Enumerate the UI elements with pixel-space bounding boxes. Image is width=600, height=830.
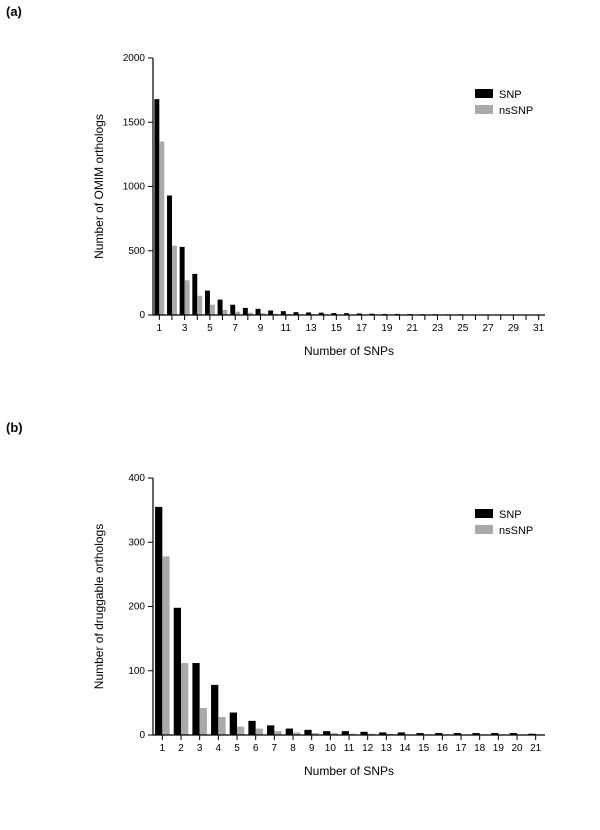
bar-nssnp	[223, 310, 228, 315]
bar-snp	[230, 305, 235, 315]
x-tick-label: 6	[253, 743, 259, 754]
panel-a-chart: 0500100015002000135791113151719212325272…	[85, 40, 555, 370]
bar-nssnp	[197, 296, 202, 315]
y-tick-label: 2000	[123, 53, 146, 64]
legend-label: nsSNP	[499, 105, 533, 117]
x-tick-label: 5	[207, 323, 213, 334]
bar-nssnp	[162, 556, 169, 735]
x-tick-label: 9	[258, 323, 264, 334]
x-tick-label: 5	[234, 743, 240, 754]
y-tick-label: 1000	[123, 182, 146, 193]
x-tick-label: 31	[533, 323, 545, 334]
x-tick-label: 17	[455, 743, 467, 754]
y-tick-label: 400	[128, 473, 145, 484]
bar-snp	[230, 713, 237, 735]
x-tick-label: 12	[362, 743, 374, 754]
x-tick-label: 3	[182, 323, 188, 334]
x-tick-label: 7	[232, 323, 238, 334]
y-tick-label: 300	[128, 537, 145, 548]
legend-label: nsSNP	[499, 525, 533, 537]
legend-label: SNP	[499, 89, 522, 101]
x-tick-label: 15	[418, 743, 430, 754]
x-tick-label: 10	[325, 743, 337, 754]
bar-nssnp	[159, 142, 164, 315]
bar-snp	[180, 247, 185, 315]
bar-nssnp	[218, 717, 225, 735]
bar-nssnp	[210, 305, 215, 315]
legend-swatch	[475, 105, 493, 114]
y-tick-label: 0	[139, 730, 145, 741]
x-tick-label: 29	[508, 323, 520, 334]
x-tick-label: 27	[483, 323, 495, 334]
bar-snp	[211, 685, 218, 735]
x-axis-label: Number of SNPs	[304, 344, 394, 358]
x-tick-label: 1	[160, 743, 166, 754]
x-tick-label: 11	[281, 323, 292, 334]
bar-snp	[243, 308, 248, 315]
x-tick-label: 25	[457, 323, 469, 334]
y-axis-label: Number of druggable orthologs	[92, 524, 106, 689]
x-tick-label: 13	[306, 323, 318, 334]
bar-snp	[248, 721, 255, 735]
x-tick-label: 3	[197, 743, 203, 754]
x-tick-label: 20	[511, 743, 523, 754]
legend-swatch	[475, 525, 493, 534]
legend-swatch	[475, 509, 493, 518]
bar-nssnp	[172, 246, 177, 315]
panel-a-label: (a)	[6, 4, 22, 19]
bar-nssnp	[200, 708, 207, 735]
bar-snp	[154, 99, 159, 315]
panel-b-chart: 0100200300400123456789101112131415161718…	[85, 460, 555, 790]
x-tick-label: 21	[530, 743, 542, 754]
x-tick-label: 16	[437, 743, 449, 754]
x-tick-label: 1	[157, 323, 163, 334]
x-tick-label: 14	[399, 743, 411, 754]
x-tick-label: 23	[432, 323, 444, 334]
x-tick-label: 21	[407, 323, 419, 334]
bar-snp	[174, 608, 181, 735]
bar-nssnp	[256, 729, 263, 735]
bar-snp	[268, 311, 273, 315]
bar-snp	[192, 274, 197, 315]
x-tick-label: 11	[344, 743, 355, 754]
x-tick-label: 19	[493, 743, 505, 754]
x-tick-label: 15	[331, 323, 343, 334]
legend-label: SNP	[499, 509, 522, 521]
bar-nssnp	[185, 280, 190, 315]
y-tick-label: 200	[128, 602, 145, 613]
x-tick-label: 2	[178, 743, 184, 754]
bar-snp	[304, 730, 311, 735]
x-tick-label: 9	[309, 743, 315, 754]
bar-snp	[155, 507, 162, 735]
panel-b-label: (b)	[6, 420, 23, 435]
bar-snp	[256, 309, 261, 315]
y-tick-label: 1500	[123, 117, 146, 128]
x-tick-label: 13	[381, 743, 393, 754]
x-tick-label: 8	[290, 743, 296, 754]
bar-snp	[286, 729, 293, 735]
bar-snp	[218, 300, 223, 315]
x-tick-label: 7	[272, 743, 278, 754]
legend-swatch	[475, 89, 493, 98]
x-tick-label: 18	[474, 743, 486, 754]
y-tick-label: 500	[128, 246, 145, 257]
bar-snp	[167, 195, 172, 315]
y-tick-label: 0	[139, 310, 145, 321]
x-tick-label: 19	[381, 323, 393, 334]
y-axis-label: Number of OMIM orthologs	[92, 114, 106, 259]
x-tick-label: 4	[216, 743, 222, 754]
bar-snp	[205, 291, 210, 315]
bar-nssnp	[237, 727, 244, 735]
bar-snp	[192, 663, 199, 735]
bar-nssnp	[181, 663, 188, 735]
bar-snp	[267, 725, 274, 735]
x-tick-label: 17	[356, 323, 368, 334]
x-axis-label: Number of SNPs	[304, 764, 394, 778]
y-tick-label: 100	[128, 666, 145, 677]
